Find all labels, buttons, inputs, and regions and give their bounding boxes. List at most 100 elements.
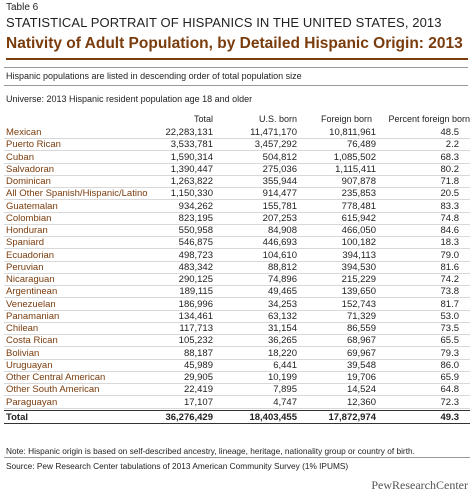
cell: 14,524 bbox=[346, 384, 376, 396]
cell: 117,713 bbox=[179, 323, 213, 334]
cell: 914,477 bbox=[262, 188, 297, 200]
column-header: Total bbox=[193, 114, 213, 124]
cell: 18,403,455 bbox=[249, 411, 297, 423]
table-row: Venezuelan 186,996 34,253 152,743 81.7 bbox=[4, 298, 470, 311]
table-row: Mexican 22,283,131 11,471,170 10,811,961 48.… bbox=[4, 126, 470, 139]
row-label: Nicaraguan bbox=[6, 274, 55, 285]
source-rule bbox=[4, 457, 470, 458]
source: Source: Pew Research Center tabulations … bbox=[6, 461, 349, 471]
cell: 29,905 bbox=[183, 372, 213, 383]
cell: 10,811,961 bbox=[329, 127, 376, 138]
cell: 498,723 bbox=[178, 249, 213, 261]
cell: 100,182 bbox=[341, 237, 376, 249]
row-label: Panamanian bbox=[6, 310, 60, 322]
cell: 1,590,314 bbox=[170, 151, 213, 163]
table-row: Other South American 22,419 7,895 14,524 64.… bbox=[4, 383, 470, 397]
row-label: Venezuelan bbox=[6, 298, 56, 310]
cell: 207,253 bbox=[262, 212, 297, 224]
cell: 36,265 bbox=[267, 335, 297, 347]
cell: 104,610 bbox=[262, 249, 297, 261]
row-label: Honduran bbox=[6, 225, 48, 236]
cell: 64.8 bbox=[440, 384, 460, 396]
cell: 53.0 bbox=[440, 310, 460, 322]
row-label: Dominican bbox=[6, 176, 51, 187]
total-row: Total 36,276,429 18,403,455 17,872,974 49.3 bbox=[4, 409, 470, 424]
cell: 79.0 bbox=[440, 249, 460, 261]
row-label: Other South American bbox=[6, 384, 100, 396]
cell: 394,530 bbox=[341, 261, 376, 273]
note-box bbox=[4, 67, 468, 86]
cell: 63,132 bbox=[267, 310, 297, 322]
cell: 31,154 bbox=[267, 323, 297, 334]
cell: 235,853 bbox=[341, 188, 376, 200]
column-header: Foreign born bbox=[320, 114, 372, 124]
cell: 1,150,330 bbox=[170, 188, 213, 200]
cell: 86,559 bbox=[346, 323, 376, 334]
cell: 446,693 bbox=[262, 237, 297, 249]
title: STATISTICAL PORTRAIT OF HISPANICS IN THE… bbox=[6, 15, 442, 30]
title-rule bbox=[6, 58, 468, 60]
cell: 105,232 bbox=[178, 335, 213, 347]
table-row: Guatemalan 934,262 155,781 778,481 83.3 bbox=[4, 200, 470, 213]
row-label: Mexican bbox=[6, 127, 42, 138]
cell: 71.8 bbox=[440, 176, 460, 187]
table-row: Chilean 117,713 31,154 86,559 73.5 bbox=[4, 322, 470, 335]
cell: 3,457,292 bbox=[254, 139, 297, 151]
cell: 2.2 bbox=[445, 139, 459, 151]
cell: 394,113 bbox=[342, 249, 376, 261]
table-row: Nicaraguan 290,125 74,896 215,229 74.2 bbox=[4, 273, 470, 286]
cell: 73.5 bbox=[440, 323, 460, 334]
cell: 504,812 bbox=[262, 151, 297, 163]
cell: 74.8 bbox=[440, 212, 460, 224]
cell: 71,329 bbox=[346, 310, 376, 322]
cell: 1,115,411 bbox=[335, 163, 376, 175]
cell: 12,360 bbox=[346, 396, 376, 408]
table-row: All Other Spanish/Hispanic/Latino 1,150,3… bbox=[4, 187, 470, 201]
cell: 139,650 bbox=[341, 286, 376, 298]
table-row: Costa Rican 105,232 36,265 68,967 65.5 bbox=[4, 334, 470, 348]
row-label: All Other Spanish/Hispanic/Latino bbox=[6, 188, 148, 200]
cell: 20.5 bbox=[440, 188, 460, 200]
cell: 18,220 bbox=[267, 347, 297, 359]
table-row: Argentinean 189,115 49,465 139,650 73.8 bbox=[4, 285, 470, 299]
row-label: Costa Rican bbox=[6, 335, 58, 347]
cell: 7,895 bbox=[273, 384, 297, 396]
cell: 189,115 bbox=[179, 286, 213, 298]
table-row: Panamanian 134,461 63,132 71,329 53.0 bbox=[4, 310, 470, 323]
table-row: Puerto Rican 3,533,781 3,457,292 76,489 2.2 bbox=[4, 138, 470, 152]
cell: 275,036 bbox=[262, 163, 297, 175]
table-row: Peruvian 483,342 88,812 394,530 81.6 bbox=[4, 261, 470, 274]
cell: 81.7 bbox=[440, 298, 460, 310]
row-label: Puerto Rican bbox=[6, 139, 61, 151]
cell: 483,342 bbox=[178, 261, 213, 273]
cell: 65.9 bbox=[440, 372, 460, 383]
row-label: Uruguayan bbox=[6, 359, 53, 371]
table-row: Colombian 823,195 207,253 615,942 74.8 bbox=[4, 212, 470, 225]
table-row: Bolivian 88,187 18,220 69,967 79.3 bbox=[4, 347, 470, 360]
cell: 934,262 bbox=[178, 200, 213, 212]
row-label: Argentinean bbox=[6, 286, 58, 298]
table-row: Ecuadorian 498,723 104,610 394,113 79.0 bbox=[4, 249, 470, 262]
cell: 84,908 bbox=[267, 225, 297, 236]
cell: 823,195 bbox=[178, 212, 213, 224]
cell: 1,390,447 bbox=[170, 163, 213, 175]
cell: 49.3 bbox=[440, 411, 460, 423]
cell: 778,481 bbox=[341, 200, 376, 212]
row-label: Ecuadorian bbox=[6, 249, 55, 261]
cell: 550,958 bbox=[178, 225, 213, 236]
cell: 88,187 bbox=[183, 347, 213, 359]
logo: PewResearchCenter bbox=[371, 478, 468, 492]
row-label: Total bbox=[6, 411, 28, 423]
row-label: Paraguayan bbox=[6, 396, 58, 408]
cell: 80.2 bbox=[440, 163, 460, 175]
cell: 6,441 bbox=[273, 359, 297, 371]
cell: 18.3 bbox=[440, 237, 460, 249]
cell: 68.3 bbox=[440, 151, 460, 163]
cell: 10,199 bbox=[267, 372, 297, 383]
cell: 79.3 bbox=[440, 347, 460, 359]
cell: 186,996 bbox=[178, 298, 213, 310]
cell: 49,465 bbox=[267, 286, 297, 298]
cell: 17,872,974 bbox=[328, 411, 376, 423]
row-label: Cuban bbox=[6, 151, 34, 163]
table-label: Table 6 bbox=[6, 2, 39, 13]
